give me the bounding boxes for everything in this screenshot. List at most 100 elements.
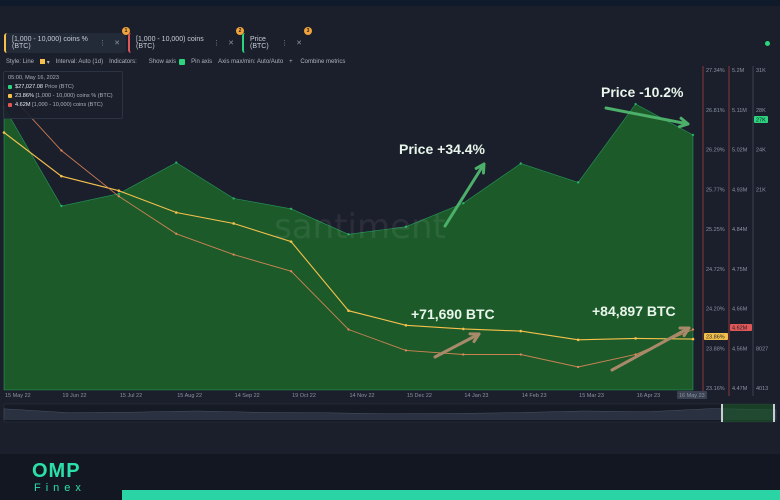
tab-coins[interactable]: [1,000 - 10,000) coins (BTC) ⋮ ✕ 2 xyxy=(128,27,244,53)
legend-label: [1,000 - 10,000) coins (BTC) xyxy=(32,102,103,108)
close-icon[interactable]: ✕ xyxy=(296,40,302,47)
pct-axis-tick: 26.29% xyxy=(706,148,725,154)
pct-marker: 23.86% xyxy=(706,335,725,341)
coins-percent-point xyxy=(347,309,350,313)
interval-select[interactable]: Interval: Auto (1d) xyxy=(55,59,104,65)
tab-badge: 3 xyxy=(304,27,312,35)
coins-percent-point xyxy=(634,337,637,340)
legend-date: 05:00, May 16, 2023 xyxy=(8,75,60,81)
price-marker-box xyxy=(754,116,768,123)
color-picker[interactable]: ▾ xyxy=(40,59,50,66)
price-axis-tick: 21K xyxy=(756,187,766,193)
price-point xyxy=(634,102,637,106)
coins-percent-point xyxy=(462,327,465,331)
legend-row-pct: 23.86% [1,000 - 10,000) coins % (BTC) xyxy=(8,93,118,99)
brand-subtitle: Finex xyxy=(34,482,86,494)
pct-marker-box xyxy=(704,333,728,340)
close-icon[interactable]: ✕ xyxy=(228,40,234,47)
style-select[interactable]: Style: Line xyxy=(6,59,35,65)
price-axis-tick: 28K xyxy=(756,108,766,114)
price-down-arrow xyxy=(604,106,690,126)
legend-row-coins: 4.62M [1,000 - 10,000) coins (BTC) xyxy=(8,102,118,108)
price-point xyxy=(232,197,235,200)
close-icon[interactable]: ✕ xyxy=(114,40,120,47)
legend-marker xyxy=(8,102,12,107)
combine-label: Combine metrics xyxy=(300,59,346,65)
chart-svg: santiment 27.34% 26.81% 26.29% 25.77% 25.25% 2… xyxy=(0,66,780,456)
pct-axis-tick: 25.25% xyxy=(706,227,725,233)
coins-percent-point xyxy=(174,211,178,214)
x-axis-label: 14 Sep 22 xyxy=(235,393,260,399)
annotation-btc1: +71,690 BTC xyxy=(411,306,495,322)
coins-point xyxy=(232,253,235,256)
checkbox-icon xyxy=(179,58,186,65)
tab-badge: 1 xyxy=(122,27,130,35)
coins-point xyxy=(60,149,63,152)
navigator-handle-left xyxy=(721,404,723,422)
legend-label: Price (BTC) xyxy=(44,84,74,90)
metric-tabs: [1,000 - 10,000) coins % (BTC) ⋮ ✕ 1 [1,… xyxy=(0,27,780,56)
pct-axis-tick: 24.20% xyxy=(706,307,725,313)
more-icon[interactable]: ⋮ xyxy=(99,40,107,47)
x-axis-label: 16 Apr 23 xyxy=(637,393,661,399)
price-axis-tick: 24K xyxy=(756,148,766,154)
window-top-strip xyxy=(0,0,780,6)
price-up-arrow xyxy=(443,162,486,228)
coins-axis-tick: 4.66M xyxy=(732,307,748,313)
x-axis-label: 16 May 23 xyxy=(679,393,705,399)
pct-axis-tick: 26.81% xyxy=(706,108,725,114)
tab-label: [1,000 - 10,000) coins % (BTC) xyxy=(12,36,88,50)
coins-percent-point xyxy=(289,240,293,243)
tab-label: [1,000 - 10,000) coins (BTC) xyxy=(136,36,204,50)
legend-marker xyxy=(8,93,12,98)
combine-metrics-button[interactable]: + Combine metrics xyxy=(289,59,346,65)
price-axis-tick: 8027 xyxy=(756,346,768,352)
chart-legend: 05:00, May 16, 2023 $27,027.08 Price (BT… xyxy=(3,71,123,119)
x-label-highlight xyxy=(677,391,707,399)
show-axis-toggle[interactable]: Show axis xyxy=(143,58,186,65)
coins-point xyxy=(519,353,522,356)
price-down-arrow-head xyxy=(677,116,690,129)
axis-max-min-select[interactable]: Axis max/min: Auto/Auto xyxy=(218,59,284,65)
coins-point xyxy=(117,195,120,198)
price-point xyxy=(117,192,121,195)
pct-axis-tick: 23.88% xyxy=(706,346,725,352)
pct-axis-tick: 23.16% xyxy=(706,386,725,392)
navigator-series xyxy=(3,408,777,420)
btc2-arrow-head xyxy=(678,326,691,338)
chart-toolbar: Style: Line ▾ Interval: Auto (1d) Indica… xyxy=(0,56,780,68)
x-axis-label: 14 Jan 23 xyxy=(464,393,488,399)
navigator-handle-right xyxy=(773,404,775,422)
legend-label: [1,000 - 10,000) coins % (BTC) xyxy=(35,93,113,99)
tab-price[interactable]: Price (BTC) ⋮ ✕ 3 xyxy=(242,27,312,53)
pct-axis-tick: 25.77% xyxy=(706,187,725,193)
price-axis-tick: 4013 xyxy=(756,386,768,392)
more-icon[interactable]: ⋮ xyxy=(281,40,289,47)
coins-axis-tick: 5.2M xyxy=(732,68,745,74)
price-point xyxy=(60,204,63,208)
annotation-price-up: Price +34.4% xyxy=(399,141,486,157)
coins-percent-point xyxy=(232,222,235,225)
annotation-price-down: Price -10.2% xyxy=(601,84,684,100)
more-icon[interactable]: ⋮ xyxy=(213,40,221,47)
coins-point xyxy=(577,365,580,369)
coins-point xyxy=(175,232,178,235)
legend-value: $27,027.08 xyxy=(15,84,43,90)
pct-axis-tick: 27.34% xyxy=(706,68,725,74)
x-axis-label: 14 Feb 23 xyxy=(522,393,547,399)
tab-coins-percent[interactable]: [1,000 - 10,000) coins % (BTC) ⋮ ✕ 1 xyxy=(4,27,130,53)
pin-axis-toggle[interactable]: Pin axis xyxy=(191,59,213,65)
price-axis-tick: 31K xyxy=(756,68,766,74)
coins-axis-tick: 4.84M xyxy=(732,227,748,233)
coins-axis-tick: 4.93M xyxy=(732,187,748,193)
coins-marker-box xyxy=(730,324,752,331)
price-point xyxy=(404,225,408,228)
legend-value: 4.62M xyxy=(15,102,31,108)
indicators-select[interactable]: Indicators: xyxy=(109,59,137,65)
coins-point xyxy=(634,353,637,356)
coins-axis-tick: 5.11M xyxy=(732,108,747,114)
coins-point xyxy=(347,328,350,331)
coins-percent-point xyxy=(2,131,6,134)
chart-area[interactable]: santiment 27.34% 26.81% 26.29% 25.77% 25.25% 2… xyxy=(0,66,780,456)
coins-percent-point xyxy=(519,329,523,333)
